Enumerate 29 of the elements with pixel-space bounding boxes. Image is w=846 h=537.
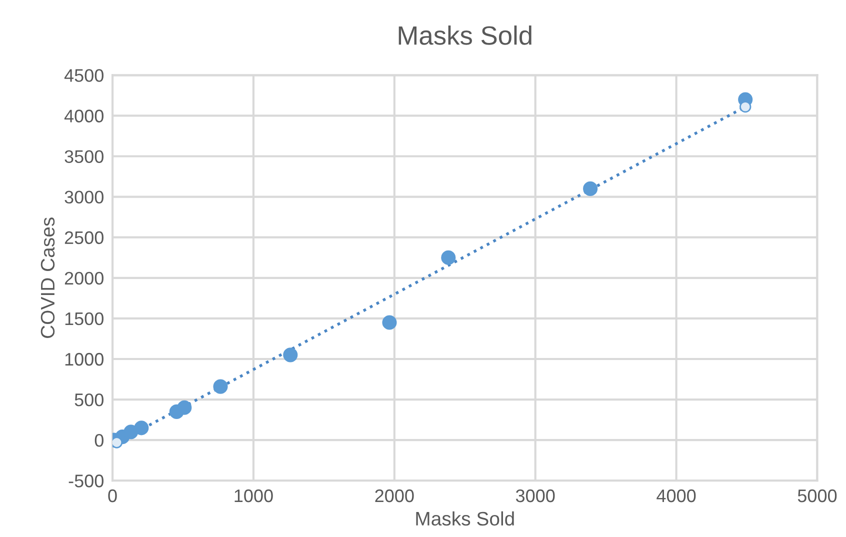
chart-title: Masks Sold: [398, 26, 532, 45]
y-tick-label: 2000: [64, 272, 104, 285]
point: [441, 250, 456, 265]
x-tick-label: 2000: [375, 489, 414, 502]
x-tick-label: 0: [108, 489, 117, 502]
point: [382, 315, 397, 330]
point: [112, 436, 123, 448]
point: [213, 379, 228, 394]
y-tick-label: 3500: [64, 150, 104, 163]
point: [177, 400, 192, 415]
x-tick-label: 5000: [798, 489, 837, 502]
y-tick-label: 3000: [64, 190, 104, 204]
point: [740, 100, 752, 113]
y-tick-label: 0: [94, 434, 104, 447]
point: [134, 420, 149, 436]
y-tick-label: 4500: [64, 69, 104, 82]
x-tick-label: 1000: [234, 489, 273, 502]
point: [583, 181, 598, 196]
x-tick-label: 3000: [516, 489, 555, 502]
y-tick-label: 1000: [65, 352, 104, 366]
y-tick-label: 2500: [64, 231, 104, 244]
x-tick-label: 4000: [656, 489, 696, 502]
y-axis-title: COVID Cases: [40, 218, 55, 338]
y-tick-label: -500: [68, 474, 104, 488]
y-tick-label: 4000: [64, 110, 104, 122]
y-tick-label: 1500: [65, 312, 104, 326]
y-tick-label: 500: [74, 393, 104, 406]
x-axis-title: Masks Sold: [416, 511, 514, 526]
point: [283, 348, 298, 362]
